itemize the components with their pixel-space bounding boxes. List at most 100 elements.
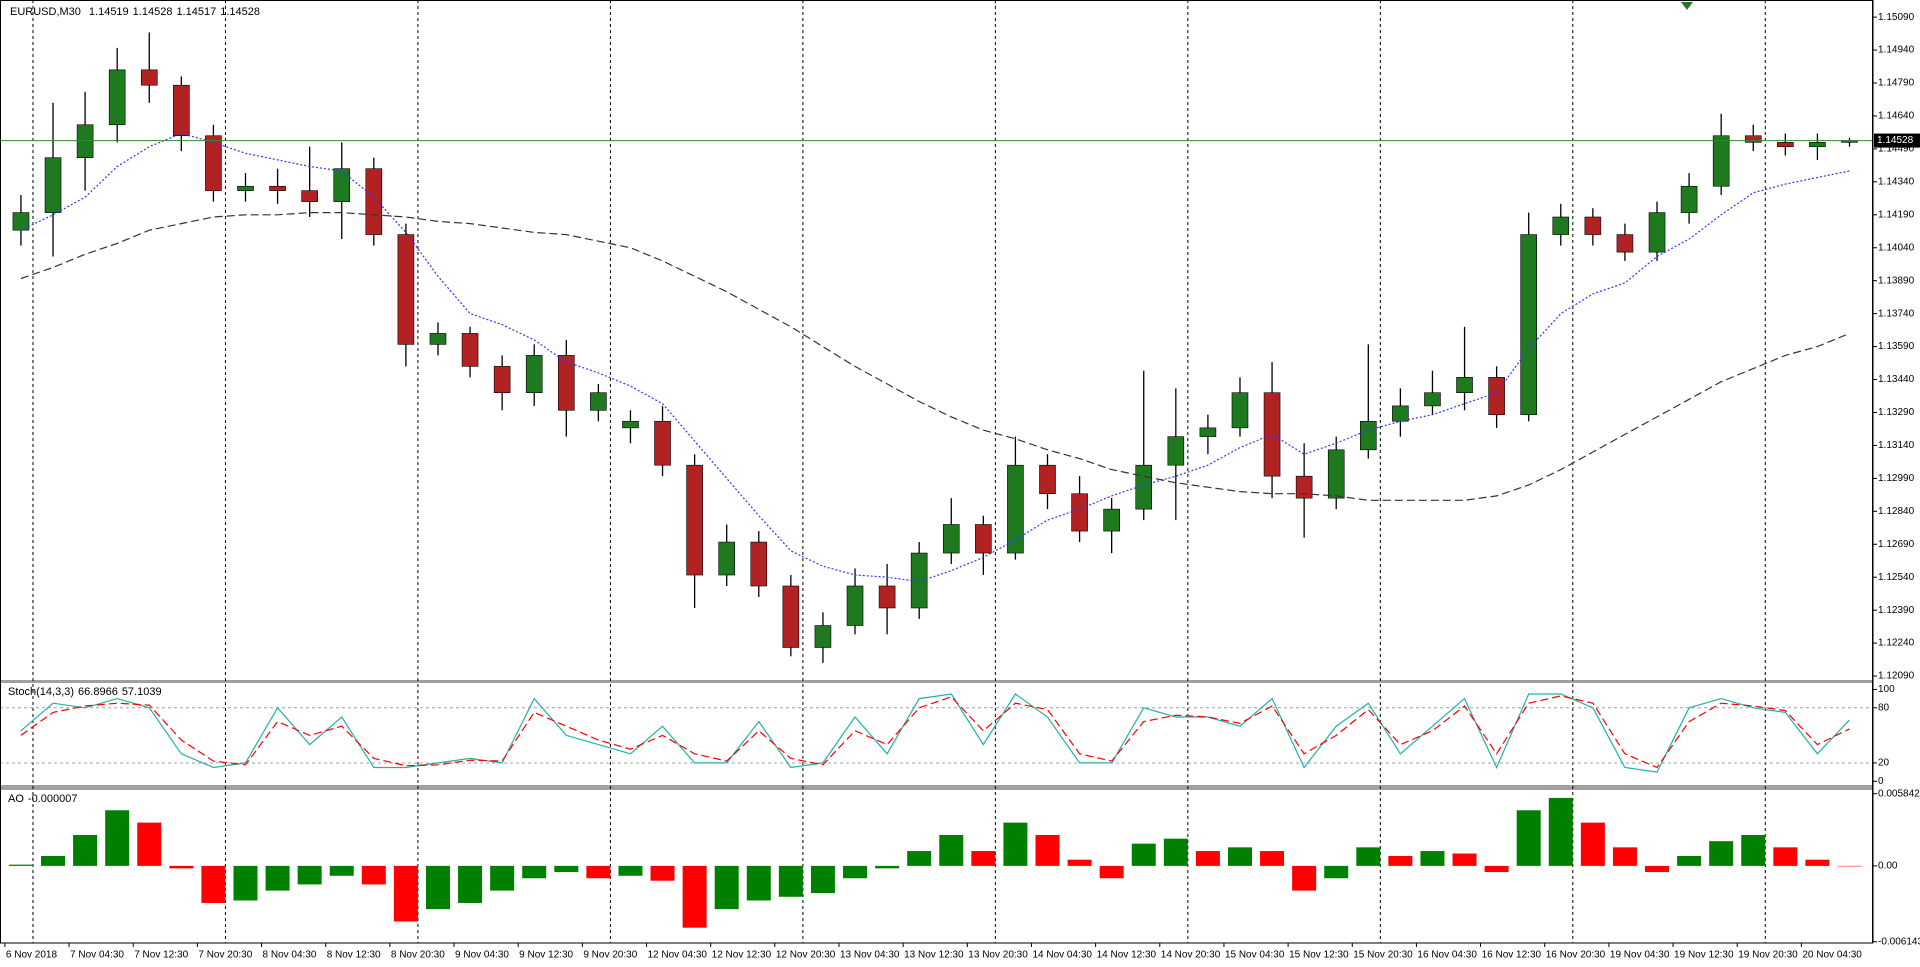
ao-bar	[265, 865, 290, 891]
stochastic-line	[20, 695, 1850, 769]
ao-bar	[425, 865, 450, 910]
current-price-label: 1.14528	[1877, 135, 1914, 146]
candle-body	[1039, 464, 1056, 495]
ao-bar	[1709, 841, 1734, 866]
y-tick-label: 1.12240	[1878, 638, 1915, 649]
x-tick-label: 16 Nov 20:30	[1546, 950, 1606, 961]
candle-body	[1295, 475, 1313, 499]
ao-bar	[1645, 865, 1670, 873]
candle-body	[76, 124, 94, 159]
candle-body	[1199, 427, 1217, 437]
x-tick-label: 15 Nov 20:30	[1353, 950, 1413, 961]
candle-body	[1712, 135, 1730, 187]
ao-bar	[297, 865, 322, 885]
panel-separator	[0, 785, 1873, 790]
x-tick-label: 14 Nov 12:30	[1097, 950, 1157, 961]
candle-body	[1744, 135, 1762, 143]
ao-bar	[1195, 851, 1220, 866]
candle-body	[12, 212, 30, 231]
ao-bar	[393, 865, 418, 922]
ao-bar	[1516, 810, 1541, 866]
x-tick-label: 19 Nov 12:30	[1674, 950, 1734, 961]
panel-separator	[0, 680, 1873, 683]
candle-body	[590, 392, 607, 411]
ao-bar	[1003, 822, 1028, 866]
candle-body	[301, 190, 318, 202]
x-tick-label: 7 Nov 04:30	[70, 950, 124, 961]
quote-value: 1.14528	[133, 6, 173, 18]
y-tick-label: 0.00	[1878, 861, 1898, 872]
indicator-header: AO -0.000007	[8, 793, 77, 805]
ao-bar	[939, 834, 964, 866]
indicator-name: AO	[8, 793, 24, 805]
ao-bar	[1420, 851, 1445, 866]
candle-body	[1360, 420, 1377, 451]
x-tick-label: 16 Nov 04:30	[1417, 950, 1477, 961]
indicator-name: Stoch(14,3,3)	[8, 686, 74, 698]
ao-bar	[73, 834, 98, 866]
candle-body	[493, 366, 511, 394]
candle-body	[846, 585, 864, 626]
candle-body	[1327, 449, 1345, 499]
x-tick-label: 14 Nov 04:30	[1032, 950, 1092, 961]
candle-body	[429, 333, 447, 345]
candle-body	[1231, 392, 1249, 429]
indicator-value: 66.8966	[78, 686, 118, 698]
ao-bar	[1356, 847, 1381, 866]
y-tick-label: 1.12990	[1878, 473, 1915, 484]
candle-body	[140, 69, 158, 86]
x-tick-label: 7 Nov 12:30	[134, 950, 188, 961]
candle-body	[1071, 493, 1088, 532]
y-tick-label: 1.14190	[1878, 209, 1915, 220]
candle-body	[461, 333, 479, 367]
y-tick-label: 20	[1878, 758, 1890, 769]
y-tick-label: 1.12540	[1878, 572, 1915, 583]
ao-bar	[522, 865, 547, 879]
candle-body	[397, 234, 415, 345]
x-tick-label: 20 Nov 04:30	[1802, 950, 1862, 961]
candle-body	[44, 157, 62, 213]
ao-bar	[105, 810, 130, 866]
indicator-value: 57.1039	[122, 686, 162, 698]
moving-average	[20, 212, 1850, 501]
ao-bar	[1484, 865, 1509, 873]
y-tick-label: 1.12390	[1878, 605, 1915, 616]
y-tick-label: 1.14340	[1878, 177, 1915, 188]
y-tick-label: -0.006143	[1878, 936, 1920, 947]
y-tick-label: 1.12840	[1878, 506, 1915, 517]
ao-bar	[8, 864, 33, 866]
candle-body	[269, 185, 286, 191]
y-tick-label: 0	[1878, 776, 1884, 787]
ao-bar	[458, 865, 483, 903]
grid	[0, 0, 1873, 943]
candle-body	[1392, 405, 1409, 422]
x-tick-label: 9 Nov 20:30	[583, 950, 637, 961]
x-tick-label: 13 Nov 04:30	[840, 950, 900, 961]
ao-bar	[1677, 855, 1702, 866]
ao-bar	[714, 865, 739, 910]
x-tick-label: 15 Nov 04:30	[1225, 950, 1285, 961]
x-tick-label: 14 Nov 20:30	[1161, 950, 1221, 961]
x-tick-label: 8 Nov 12:30	[327, 950, 381, 961]
candle-body	[622, 420, 639, 429]
candle-body	[1777, 142, 1794, 148]
y-tick-label: 1.13290	[1878, 407, 1915, 418]
y-tick-label: 1.14940	[1878, 45, 1915, 56]
candle-body	[108, 69, 126, 126]
ao-bar	[971, 851, 996, 866]
ao-bar	[810, 865, 835, 894]
ao-bar	[233, 865, 258, 901]
candle-body	[237, 185, 254, 191]
y-tick-label: 1.15090	[1878, 12, 1915, 23]
candle-body	[1456, 377, 1473, 394]
y-tick-label: 1.14640	[1878, 111, 1915, 122]
candle-body	[1680, 185, 1698, 213]
ao-bar	[843, 865, 868, 879]
ao-bar	[41, 855, 66, 866]
x-tick-label: 6 Nov 2018	[6, 950, 58, 961]
y-tick-label: 1.14040	[1878, 242, 1915, 253]
indicator-value: -0.000007	[28, 793, 78, 805]
candle-body	[205, 135, 222, 191]
candle-body	[654, 420, 671, 466]
